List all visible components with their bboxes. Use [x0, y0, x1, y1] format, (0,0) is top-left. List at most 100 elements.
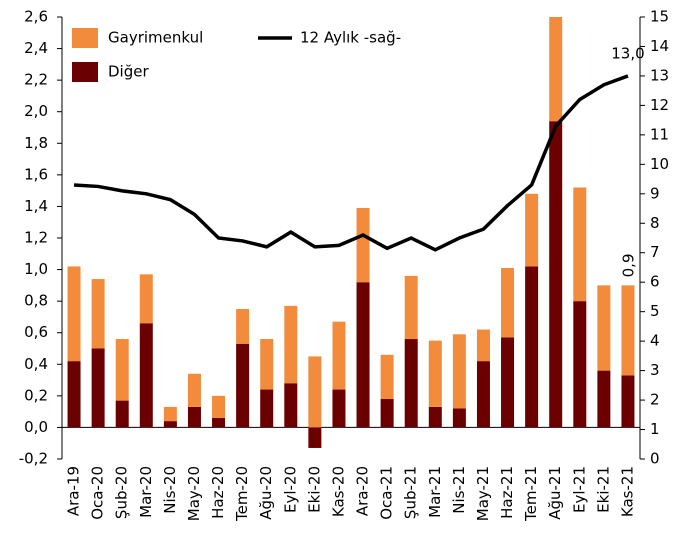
x-tick-label: May-21	[474, 466, 492, 521]
annotation: 0,9	[619, 253, 637, 277]
bar	[139, 274, 153, 324]
y2-tick-label: 12	[650, 96, 669, 114]
bar	[163, 421, 177, 428]
bar	[67, 361, 81, 428]
y2-tick-label: 13	[650, 66, 669, 84]
bar	[187, 373, 201, 407]
x-tick-label: Tem-21	[522, 466, 540, 522]
bar	[380, 354, 394, 400]
legend-label: Gayrimenkul	[108, 29, 203, 47]
bar	[428, 340, 442, 407]
bar	[621, 285, 635, 376]
x-tick-label: Oca-21	[378, 466, 396, 520]
bar	[428, 406, 442, 428]
bar	[549, 17, 563, 122]
bar	[139, 323, 153, 428]
bar	[187, 406, 201, 428]
y-tick-label: 0,4	[24, 355, 48, 373]
x-tick-label: May-20	[185, 466, 203, 521]
y2-tick-label: 2	[650, 391, 660, 409]
bar	[212, 395, 226, 418]
y2-tick-label: 15	[650, 8, 669, 26]
bar	[212, 417, 226, 428]
y2-tick-label: 4	[650, 332, 660, 350]
bar	[501, 267, 515, 338]
x-tick-label: Nis-21	[450, 466, 468, 514]
x-tick-label: Oca-20	[89, 466, 107, 520]
y2-tick-label: 5	[650, 302, 660, 320]
x-tick-label: Tem-20	[233, 466, 251, 522]
bar	[91, 279, 105, 349]
bar	[332, 389, 346, 428]
y-tick-label: 2,4	[24, 39, 48, 57]
bar	[260, 389, 274, 428]
x-tick-label: Ara-20	[354, 466, 372, 516]
y-tick-label: 1,2	[24, 229, 48, 247]
bar	[115, 339, 129, 401]
bar	[452, 408, 466, 428]
x-tick-label: Haz-20	[209, 466, 227, 519]
bar	[284, 305, 298, 384]
x-tick-label: Ağu-20	[257, 466, 275, 520]
x-tick-label: Ağu-21	[546, 466, 564, 520]
x-tick-label: Eyl-20	[281, 466, 299, 513]
bar	[597, 370, 611, 428]
y-tick-label: 1,0	[24, 260, 48, 278]
y2-tick-label: 7	[650, 243, 660, 261]
bar	[236, 343, 250, 428]
y-tick-label: 2,0	[24, 102, 48, 120]
x-tick-label: Mar-20	[137, 466, 155, 518]
y-tick-label: 2,6	[24, 8, 48, 26]
legend-swatch	[72, 28, 98, 48]
x-tick-label: Kas-21	[618, 466, 636, 517]
x-tick-label: Eki-20	[305, 466, 323, 513]
bar	[356, 282, 370, 428]
legend-label: Diğer	[108, 63, 149, 81]
y-tick-label: 0,0	[24, 418, 48, 436]
bar	[549, 121, 563, 428]
y2-tick-label: 6	[650, 273, 660, 291]
y-tick-label: 1,6	[24, 165, 48, 183]
y2-tick-label: 1	[650, 420, 660, 438]
bar	[308, 356, 322, 428]
x-tick-label: Eki-21	[594, 466, 612, 513]
y-tick-label: 0,6	[24, 323, 48, 341]
y2-tick-label: 8	[650, 214, 660, 232]
y2-tick-label: 10	[650, 155, 669, 173]
bar	[308, 427, 322, 448]
y2-tick-label: 0	[650, 450, 660, 468]
bar	[356, 208, 370, 283]
bar	[404, 339, 418, 428]
x-tick-label: Şub-21	[402, 466, 420, 519]
bar	[621, 375, 635, 428]
x-tick-label: Şub-20	[113, 466, 131, 519]
bar	[476, 329, 490, 362]
x-tick-label: Haz-21	[498, 466, 516, 519]
bar	[284, 383, 298, 428]
data-label: 13,0	[611, 44, 644, 62]
bar	[501, 337, 515, 428]
legend-label: 12 Aylık -sağ-	[300, 29, 401, 47]
bar	[67, 266, 81, 362]
y-tick-label: 1,8	[24, 134, 48, 152]
y2-tick-label: 3	[650, 361, 660, 379]
bar	[380, 399, 394, 428]
x-tick-label: Kas-20	[329, 466, 347, 517]
bar	[115, 400, 129, 428]
bar	[404, 275, 418, 340]
legend-swatch	[72, 62, 98, 82]
bar	[332, 321, 346, 390]
y-tick-label: 0,2	[24, 386, 48, 404]
bar	[452, 334, 466, 409]
line	[73, 74, 629, 252]
x-tick-label: Ara-19	[65, 466, 83, 516]
bar	[573, 187, 587, 302]
y-tick-label: -0,2	[19, 450, 48, 468]
bar	[163, 406, 177, 422]
bar	[573, 301, 587, 428]
bar	[476, 361, 490, 428]
bar	[525, 193, 539, 267]
x-tick-label: Eyl-21	[570, 466, 588, 513]
bar	[236, 309, 250, 344]
